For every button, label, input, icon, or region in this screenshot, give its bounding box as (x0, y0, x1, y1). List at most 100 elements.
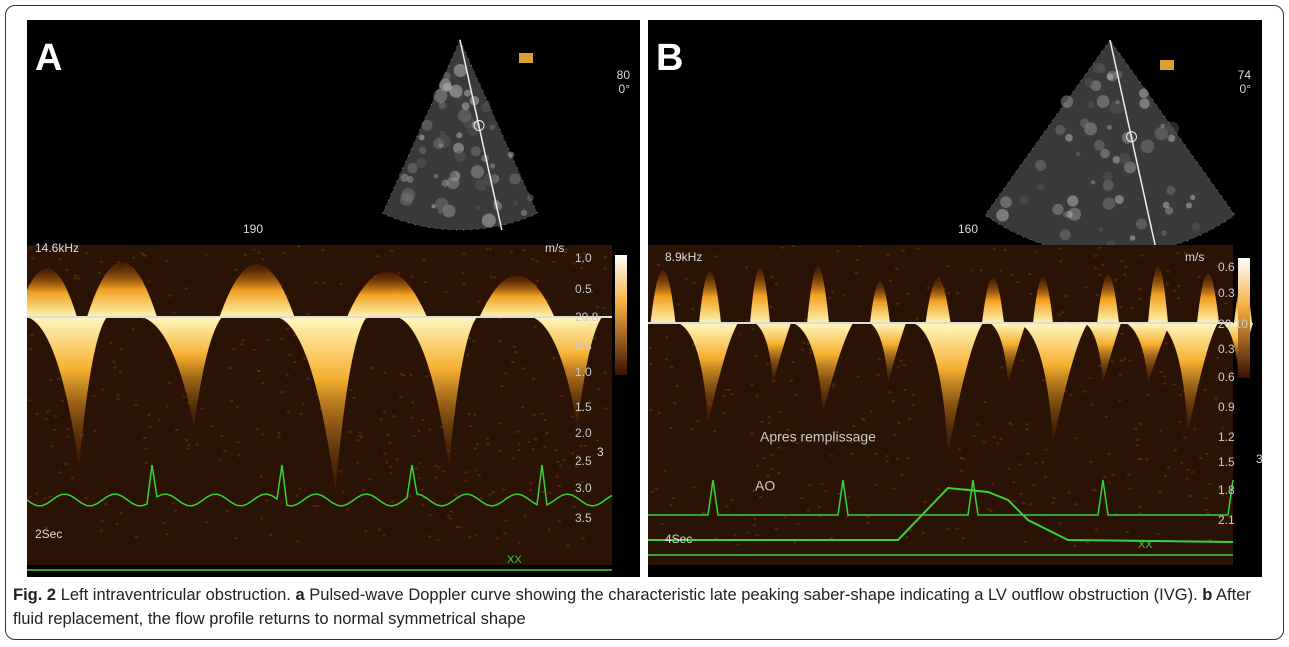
doppler-noise (691, 428, 694, 430)
doppler-noise (888, 391, 891, 393)
doppler-noise (937, 488, 940, 490)
doppler-noise (440, 426, 443, 428)
doppler-noise (558, 485, 561, 487)
echo-speckle (1091, 180, 1095, 184)
doppler-noise (298, 487, 301, 489)
scale-label: 2.0 (575, 426, 592, 440)
doppler-noise (1208, 483, 1211, 485)
doppler-noise (1025, 429, 1028, 431)
doppler-noise (93, 395, 96, 397)
echo-speckle (1060, 229, 1071, 240)
doppler-noise (922, 532, 925, 534)
doppler-noise (500, 385, 503, 387)
doppler-noise (892, 400, 895, 402)
doppler-noise (792, 245, 795, 247)
doppler-noise (281, 391, 284, 393)
doppler-noise (702, 512, 705, 514)
doppler-noise (676, 385, 679, 387)
marker: 3 (597, 445, 604, 459)
doppler-noise (1179, 394, 1182, 396)
doppler-noise (495, 537, 498, 539)
doppler-noise (1159, 430, 1162, 432)
doppler-noise (116, 398, 119, 400)
doppler-noise (1058, 314, 1061, 316)
echo-speckle (513, 201, 518, 206)
doppler-noise (1163, 383, 1166, 385)
doppler-noise (410, 374, 413, 376)
doppler-noise (1221, 427, 1224, 429)
doppler-noise (875, 484, 878, 486)
doppler-noise (171, 502, 174, 504)
doppler-noise (559, 465, 562, 467)
doppler-noise (390, 250, 393, 252)
doppler-noise (824, 490, 827, 492)
annotation: AO (755, 478, 775, 494)
doppler-noise (418, 477, 421, 479)
doppler-noise (140, 252, 143, 254)
doppler-noise (771, 276, 774, 278)
echo-speckle (485, 100, 490, 105)
doppler-noise (795, 394, 798, 396)
echo-speckle (1097, 95, 1110, 108)
doppler-noise (903, 389, 906, 391)
doppler-noise (661, 523, 664, 525)
echo-speckle (1087, 101, 1095, 109)
marker: 3 (1256, 452, 1262, 466)
doppler-noise (804, 319, 807, 321)
doppler-noise (356, 462, 359, 464)
doppler-noise (960, 457, 963, 459)
doppler-noise (571, 416, 574, 418)
doppler-noise (582, 538, 585, 540)
doppler-noise (755, 395, 758, 397)
unit: m/s (545, 241, 564, 255)
doppler-noise (456, 526, 459, 528)
echo-speckle (1000, 196, 1012, 208)
doppler-noise (395, 458, 398, 460)
doppler-noise (927, 287, 930, 289)
doppler-noise (93, 430, 96, 432)
doppler-noise (534, 438, 537, 440)
doppler-noise (236, 406, 239, 408)
doppler-noise (973, 435, 976, 437)
sweep: 2Sec (35, 527, 62, 541)
doppler-noise (603, 372, 606, 374)
doppler-noise (1041, 461, 1044, 463)
caption-text: Pulsed-wave Doppler curve showing the ch… (309, 586, 1197, 604)
doppler-noise (454, 494, 457, 496)
scale-label: 1.0 (575, 251, 592, 265)
doppler-noise (1089, 461, 1092, 463)
panel-label: A (35, 37, 62, 79)
doppler-noise (119, 371, 122, 373)
doppler-noise (314, 282, 317, 284)
doppler-noise (241, 340, 244, 342)
doppler-noise (253, 349, 256, 351)
doppler-noise (1098, 365, 1101, 367)
scale-label: 20.8 (575, 310, 599, 324)
doppler-noise (1000, 367, 1003, 369)
doppler-noise (856, 259, 859, 261)
doppler-noise (753, 524, 756, 526)
doppler-noise (517, 541, 520, 543)
doppler-noise (573, 506, 576, 508)
doppler-noise (1128, 360, 1131, 362)
doppler-noise (738, 333, 741, 335)
doppler-noise (649, 363, 652, 365)
doppler-noise (502, 489, 505, 491)
doppler-noise (1094, 268, 1097, 270)
doppler-noise (902, 250, 905, 252)
doppler-noise (429, 514, 432, 516)
doppler-noise (584, 445, 587, 447)
doppler-noise (1138, 458, 1141, 460)
doppler-noise (531, 258, 534, 260)
sweep: 4Sec (665, 532, 692, 546)
doppler-noise (101, 520, 104, 522)
doppler-noise (1138, 298, 1141, 300)
doppler-noise (832, 386, 835, 388)
doppler-noise (476, 443, 479, 445)
doppler-noise (469, 425, 472, 427)
doppler-noise (727, 389, 730, 391)
doppler-noise (85, 497, 88, 499)
doppler-noise (750, 433, 753, 435)
echo-speckle (416, 157, 426, 167)
doppler-noise (886, 460, 889, 462)
